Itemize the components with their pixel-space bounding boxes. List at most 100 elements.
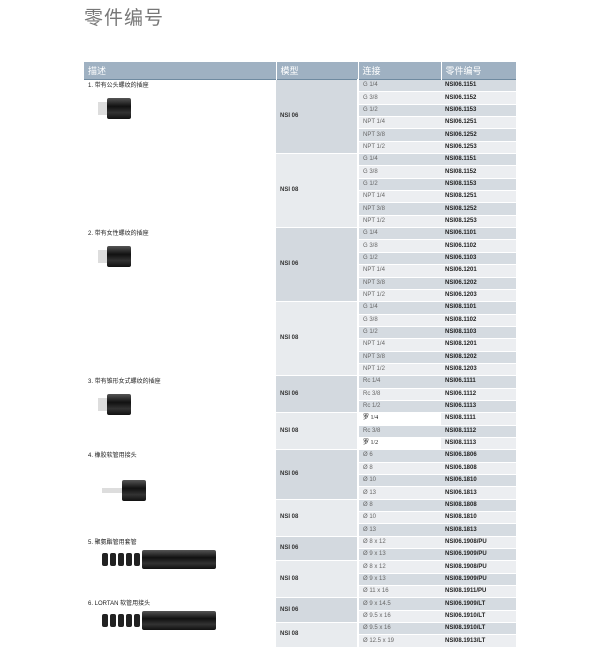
table-row: 1. 带有公头螺纹的插座 NSI 06 G 1/4 NSI06.1151 (84, 78, 516, 229)
part-number-cell: NSI08.1252 (441, 202, 516, 216)
table-row: Rc 1/2 NSI06.1113 (84, 400, 516, 414)
connection-cell: G 1/2 (358, 104, 441, 118)
table-row: Ø 8 NSI06.1808 (84, 462, 516, 476)
table-row: 4. 橡胶软管用接头 NSI 06 Ø 6 NSI06.1806 (84, 449, 516, 537)
part-number-cell: NSI06.1153 (441, 104, 516, 118)
connection-cell: Ø 10 (358, 474, 441, 488)
table-row: Rc 3/8 NSI08.1112 (84, 425, 516, 438)
part-number-cell: NSI06.1203 (441, 289, 516, 303)
part-number-cell: NSI06.1908/PU (441, 535, 516, 550)
connection-cell: G 3/8 (358, 165, 441, 179)
connection-cell: Ø 9.5 x 16 (358, 610, 441, 624)
section-label: 4. 橡胶软管用接头 (88, 453, 137, 460)
part-number-cell: NSI06.1151 (441, 78, 516, 93)
section-label: 2. 带有女性螺纹的插座 (88, 231, 149, 238)
section-label: 1. 带有公头螺纹的插座 (88, 83, 149, 89)
connection-cell: Ø 9.5 x 16 (358, 622, 441, 636)
table-row: 5. 聚氨酯管用套管 NSI 06 Ø 8 x 12 NSI06.1908/PU (84, 535, 516, 599)
parts-table: 描述 模型 连接 零件编号 1. 带有公头螺纹的插座 NSI 06 G 1/4 NSI… (84, 62, 517, 648)
table-row: G 1/2 NSI08.1103 (84, 326, 516, 340)
table-row: NPT 1/4 NSI08.1251 (84, 190, 516, 204)
connection-cell: G 1/4 (358, 301, 441, 315)
hose-sleeve-rib (110, 614, 116, 628)
model-cell: NSI 08 (276, 153, 359, 229)
connection-cell: 罗 1/2 (358, 437, 441, 451)
connection-cell: G 3/8 (358, 91, 441, 105)
part-number-cell: NSI06.1101 (441, 227, 516, 241)
connection-cell: Ø 8 x 12 (358, 560, 441, 574)
connection-cell: Ø 8 x 12 (358, 535, 441, 550)
table-row: G 3/8 NSI08.1152 (84, 165, 516, 179)
part-number-cell: NSI06.1111 (441, 375, 516, 389)
part-number-cell: NSI08.1102 (441, 314, 516, 327)
part-number-cell: NSI08.1810 (441, 511, 516, 525)
part-number-cell: NSI08.1113 (441, 437, 516, 451)
part-number-cell: NSI08.1253 (441, 215, 516, 229)
connection-cell: NPT 1/2 (358, 141, 441, 155)
coupling-thread (102, 488, 124, 494)
connection-cell: NPT 1/4 (358, 190, 441, 204)
table-row: NPT 3/8 NSI06.1252 (84, 128, 516, 142)
hose-sleeve-rib (118, 552, 124, 566)
connection-cell: Ø 6 (358, 449, 441, 463)
hose-sleeve-rib (118, 614, 124, 628)
part-number-cell: NSI08.1909/PU (441, 573, 516, 587)
table-row: G 3/8 NSI08.1102 (84, 314, 516, 327)
model-cell: NSI 06 (276, 597, 359, 624)
table-row: NPT 3/8 NSI08.1252 (84, 202, 516, 216)
part-number-cell: NSI08.1101 (441, 301, 516, 315)
part-number-cell: NSI08.1910/LT (441, 622, 516, 636)
section-label: 3. 带有锥形女式螺纹的插座 (88, 379, 161, 386)
table-row: Ø 10 NSI08.1810 (84, 511, 516, 525)
part-number-cell: NSI06.1152 (441, 91, 516, 105)
table-row: Ø 13 NSI06.1813 (84, 486, 516, 500)
part-number-cell: NSI06.1813 (441, 486, 516, 500)
part-number-cell: NSI08.1103 (441, 326, 516, 340)
header-part-number: 零件编号 (441, 62, 517, 80)
table-row: NSI 08 Ø 8 NSI08.1808 (84, 499, 516, 537)
part-number-cell: NSI08.1808 (441, 499, 516, 513)
connection-cell: G 1/2 (358, 326, 441, 340)
table-row: NSI 08 G 1/4 NSI08.1151 (84, 153, 516, 229)
coupling-body (107, 394, 131, 416)
table-row: NSI 08 G 1/4 NSI08.1101 (84, 301, 516, 377)
model-cell: NSI 08 (276, 301, 359, 377)
connection-cell: G 1/4 (358, 78, 441, 93)
table-header: 描述 模型 连接 零件编号 (84, 62, 517, 80)
connection-cell: Ø 8 (358, 499, 441, 513)
hose-sleeve-rib (102, 552, 108, 566)
section-6-description: 6. LORTAN 软管用接头 (84, 597, 276, 648)
model-cell: NSI 06 (276, 227, 359, 303)
part-number-cell: NSI08.1152 (441, 165, 516, 179)
connection-cell: NPT 1/4 (358, 338, 441, 352)
section-2-description: 2. 带有女性螺纹的插座 (84, 227, 276, 377)
part-number-cell: NSI08.1151 (441, 153, 516, 167)
connection-cell: G 3/8 (358, 239, 441, 253)
connection-cell: G 1/4 (358, 153, 441, 167)
table-row: NPT 3/8 NSI06.1202 (84, 277, 516, 290)
connection-cell: G 1/2 (358, 178, 441, 192)
hose-sleeve-rib (126, 614, 132, 628)
table-row: NPT 1/2 NSI06.1203 (84, 289, 516, 303)
connection-cell: G 1/4 (358, 227, 441, 241)
part-number-cell: NSI06.1808 (441, 462, 516, 476)
connection-cell: Rc 3/8 (358, 425, 441, 438)
connection-cell: 罗 1/4 (358, 412, 441, 426)
connection-cell: Ø 9 x 13 (358, 573, 441, 587)
part-number-cell: NSI06.1909/PU (441, 548, 516, 562)
section-5-description: 5. 聚氨酯管用套管 (84, 535, 276, 599)
table-row: 3. 带有锥形女式螺纹的插座 NSI 06 Rc 1/4 NSI06.1111 (84, 375, 516, 451)
connection-cell: NPT 1/4 (358, 116, 441, 130)
part-number-cell: NSI08.1111 (441, 412, 516, 426)
coupling-body (107, 98, 131, 119)
part-number-cell: NSI06.1806 (441, 449, 516, 463)
connection-cell: Ø 8 (358, 462, 441, 476)
part-number-cell: NSI06.1202 (441, 277, 516, 290)
model-cell: NSI 06 (276, 449, 359, 500)
connection-cell: G 1/2 (358, 252, 441, 266)
model-cell: NSI 06 (276, 78, 359, 155)
connection-cell: Rc 3/8 (358, 388, 441, 401)
section-3-description: 3. 带有锥形女式螺纹的插座 (84, 375, 276, 451)
hose-sleeve-rib (134, 552, 140, 566)
page-title: 零件编号 (84, 8, 165, 29)
